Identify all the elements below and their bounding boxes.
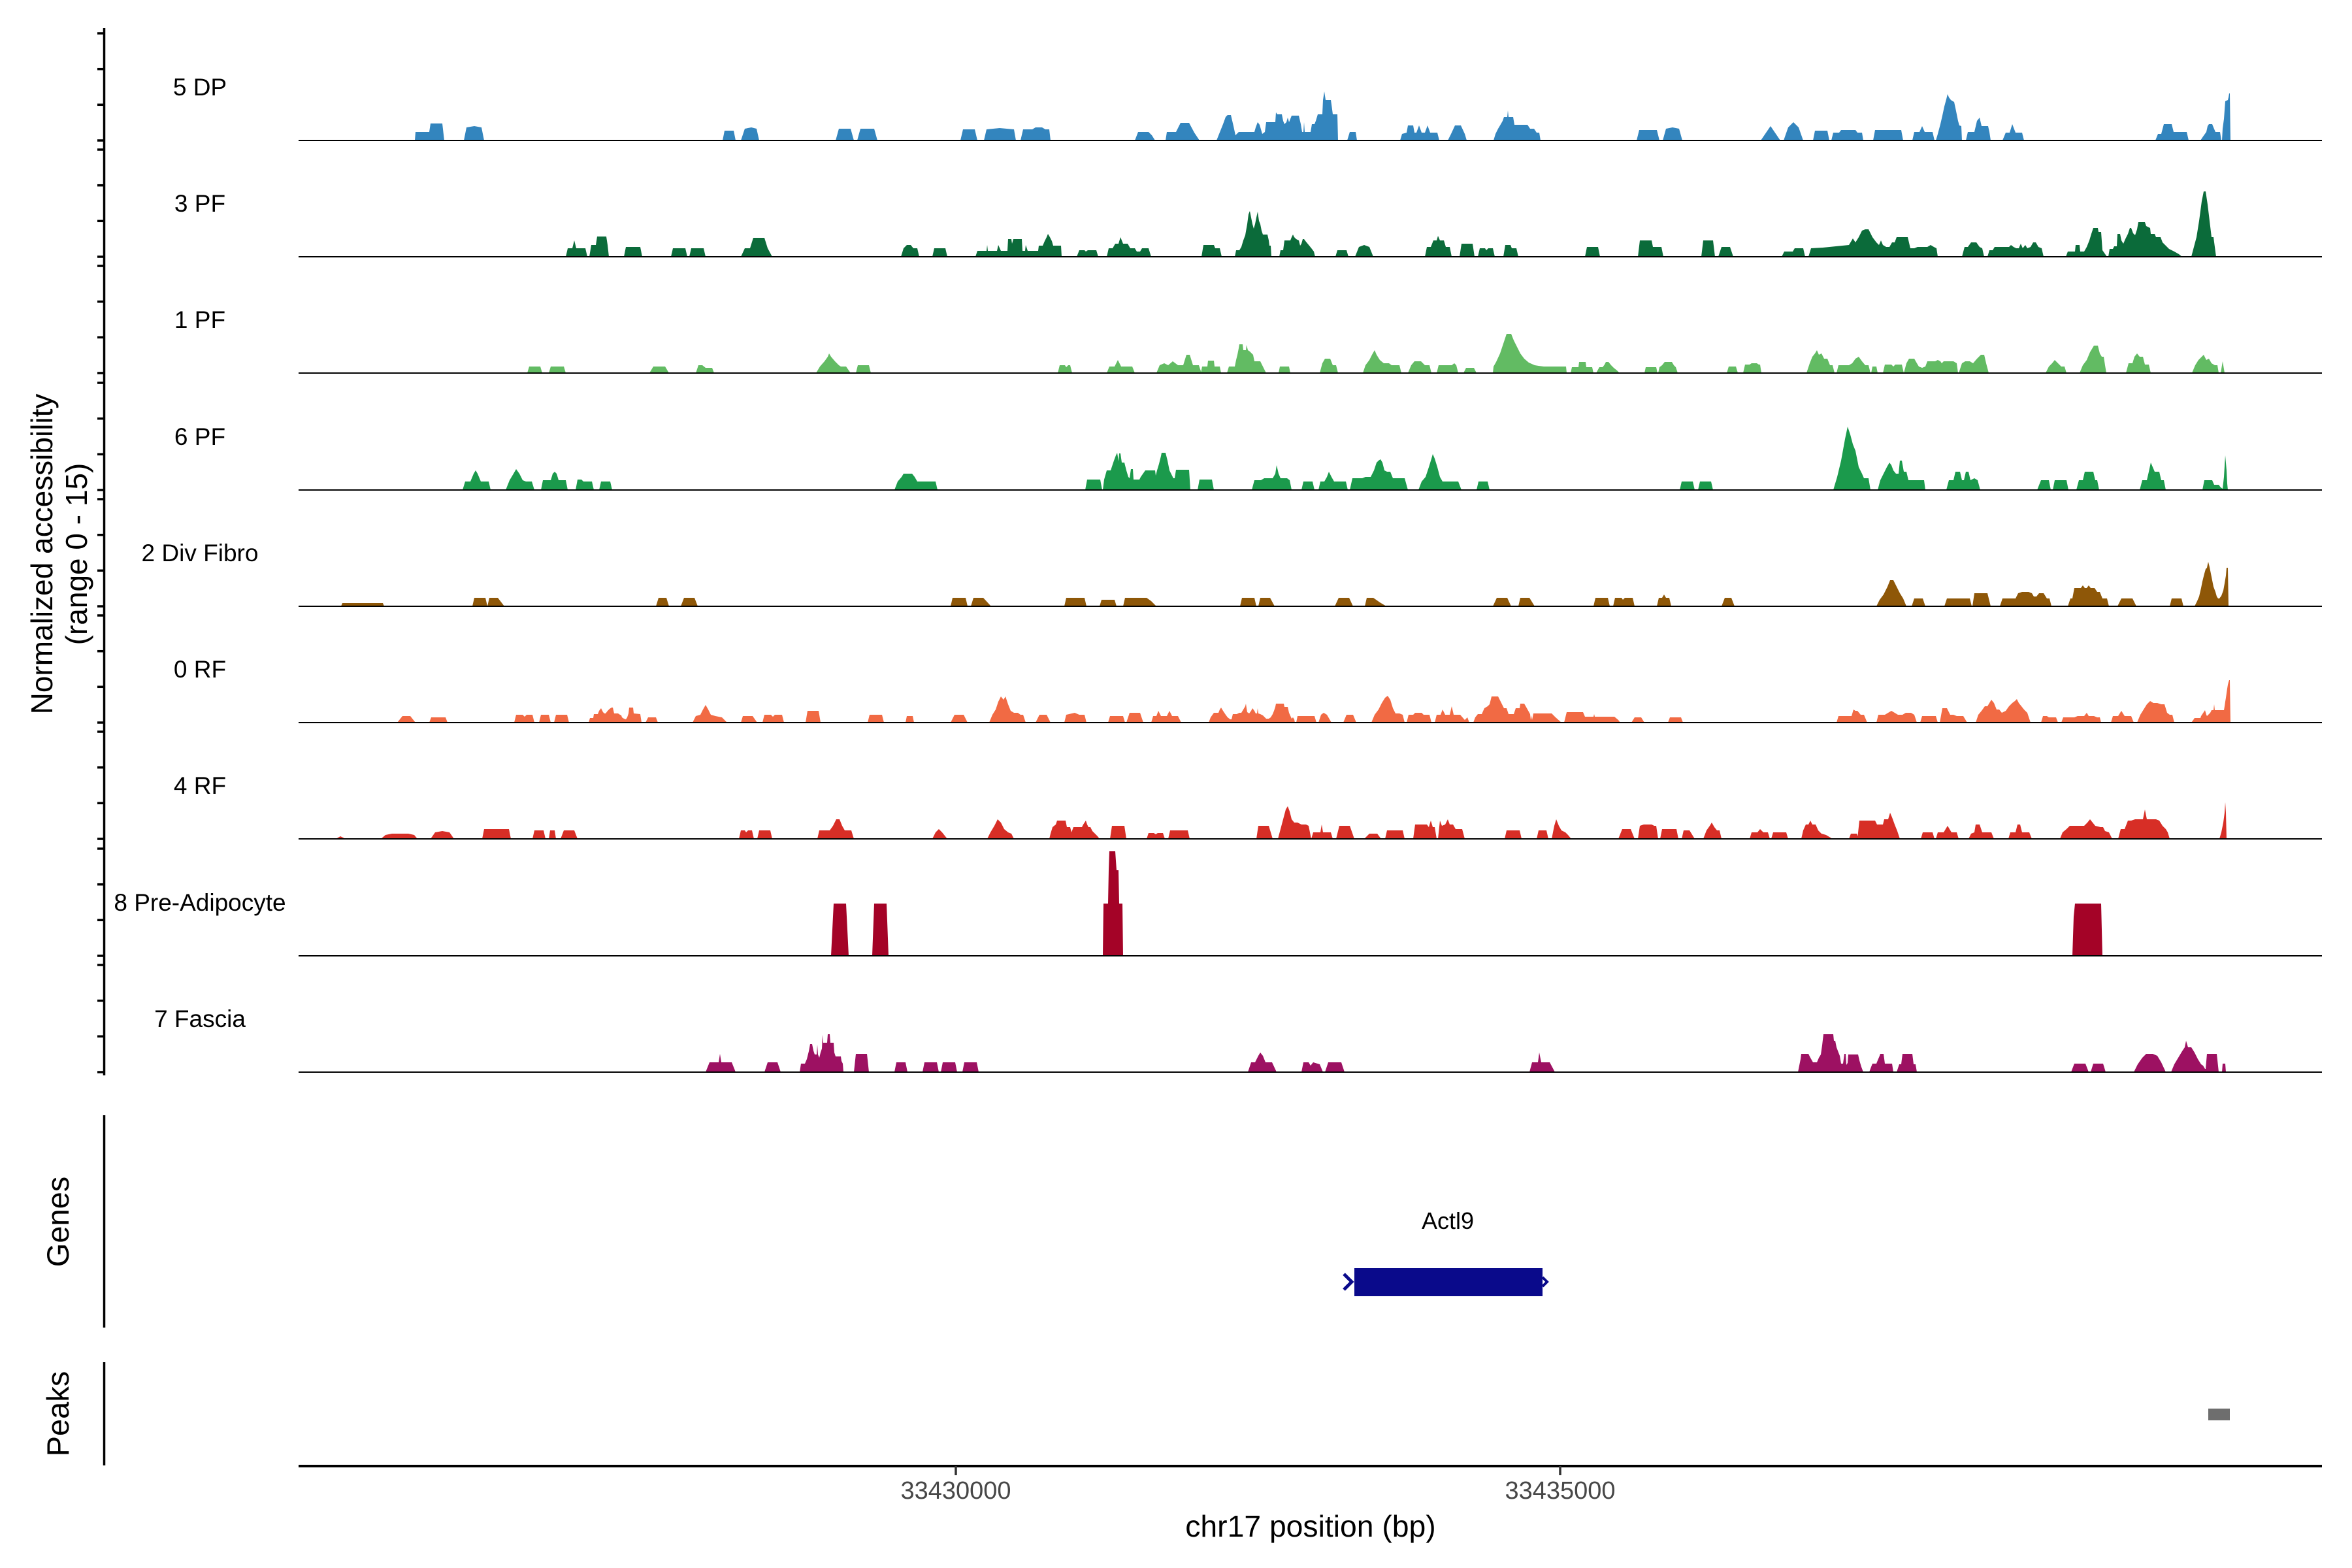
- svg-text:7 Fascia: 7 Fascia: [154, 1005, 246, 1032]
- svg-text:33430000: 33430000: [900, 1477, 1011, 1505]
- svg-text:Genes: Genes: [41, 1177, 75, 1267]
- svg-text:6 PF: 6 PF: [174, 423, 225, 450]
- svg-text:3 PF: 3 PF: [174, 190, 225, 217]
- svg-text:1 PF: 1 PF: [174, 306, 225, 333]
- svg-text:5 DP: 5 DP: [173, 74, 227, 101]
- svg-text:33435000: 33435000: [1505, 1477, 1615, 1505]
- svg-text:Normalized accessibility(range: Normalized accessibility(range 0 - 15): [25, 394, 93, 715]
- svg-text:0 RF: 0 RF: [174, 656, 226, 683]
- svg-text:Peaks: Peaks: [41, 1371, 75, 1457]
- svg-text:2 Div Fibro: 2 Div Fibro: [142, 540, 259, 566]
- svg-text:chr17 position (bp): chr17 position (bp): [1185, 1509, 1435, 1543]
- svg-text:4 RF: 4 RF: [174, 772, 226, 799]
- svg-text:Actl9: Actl9: [1422, 1207, 1474, 1234]
- svg-text:8 Pre-Adipocyte: 8 Pre-Adipocyte: [114, 889, 286, 916]
